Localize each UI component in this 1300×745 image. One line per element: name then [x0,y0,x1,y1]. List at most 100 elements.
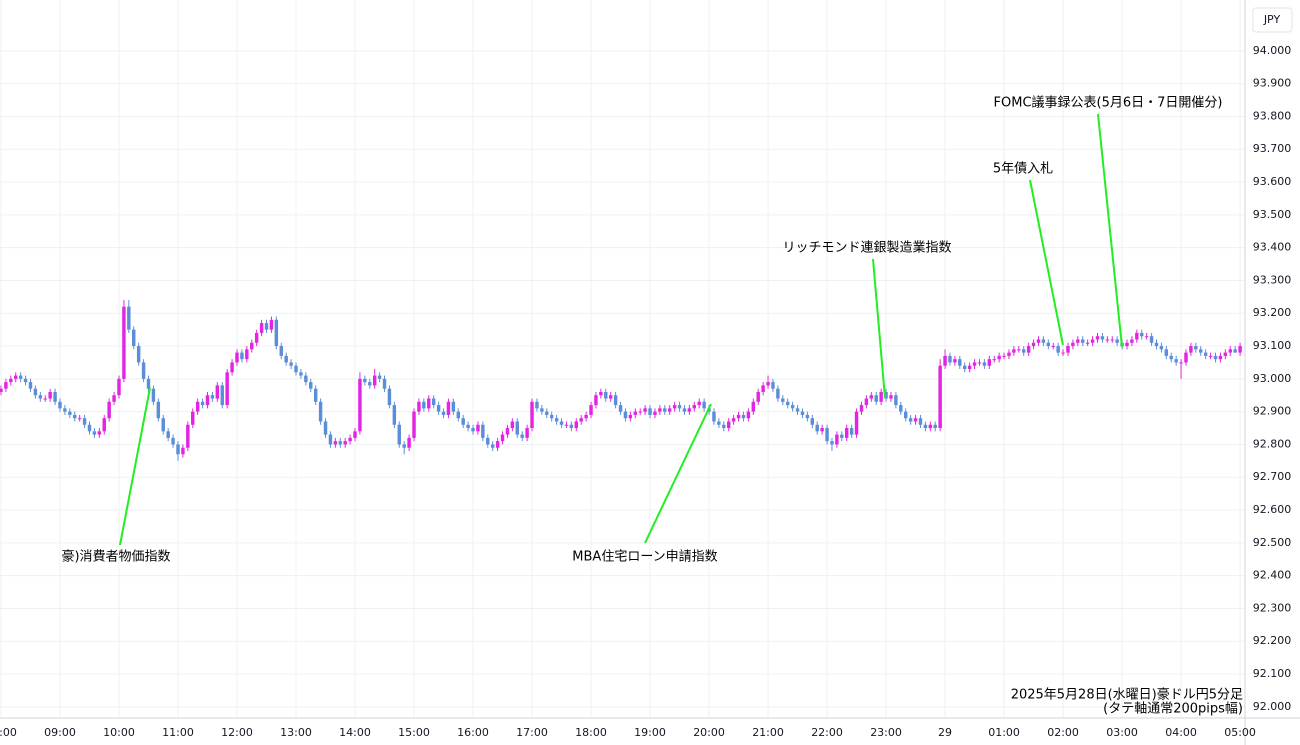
candle-body [4,382,8,389]
candle-body [14,375,18,379]
candle-body [1056,346,1060,353]
candle-body [58,401,62,409]
candle-body [628,414,633,419]
annotations: 豪)消費者物価指数 MBA住宅ローン申請指数 リッチモンド連銀製造業指数 5年債… [61,96,1222,565]
candle-body [741,414,746,419]
annotation-line [1097,113,1123,348]
candle-body [210,395,215,399]
annotation: MBA住宅ローン申請指数 [572,550,717,565]
x-tick-label: 01:00 [988,726,1020,739]
candle-body [977,362,982,364]
candle-body [1238,346,1242,353]
candle-body [377,375,382,379]
candle-body [530,401,534,429]
candle-body [1135,332,1139,340]
candle-body [746,411,751,419]
candle-body [136,346,141,363]
candle-body [289,362,293,366]
candle-body [830,441,834,445]
candle-body [68,411,72,415]
candle-body [766,382,770,386]
candle-body [785,401,790,406]
candle-body [132,329,136,347]
annotation: 豪)消費者物価指数 [61,549,170,565]
candle-body [284,355,288,363]
candle-body [372,375,377,386]
candle-body [953,359,957,363]
candle-body [215,385,220,399]
candle-body [1046,342,1051,347]
candle-body [1007,352,1011,356]
candle-body [304,375,308,383]
candle-body [63,408,67,412]
candle-body [1002,355,1006,357]
candle-body [559,421,564,425]
candle-body [102,418,106,432]
candle-body [338,441,342,445]
candle-body [1179,362,1183,364]
x-tick-label: 17:00 [516,726,548,739]
candle-body [874,395,878,402]
candle-body [963,365,967,370]
candle-body [992,359,996,361]
candle-body [564,424,569,426]
candle-body [1169,355,1173,360]
x-tick-label: 21:00 [752,726,784,739]
x-tick-label: 14:00 [339,726,371,739]
candle-body [363,378,367,383]
candle-body [402,444,406,448]
candle-body [495,441,500,448]
annotation-line [119,387,151,546]
x-tick-label: 03:00 [1106,726,1138,739]
candle-body [28,382,33,389]
candle-body [584,414,588,419]
candle-body [1199,349,1203,353]
y-tick-label: 92.400 [1253,569,1292,582]
candle-body [181,447,185,455]
candle-body [23,378,28,383]
candle-body [1144,336,1149,338]
candle-body [205,395,210,406]
annotation-line [1029,179,1064,346]
candle-body [618,405,623,412]
candle-body [958,359,962,366]
candle-body [687,408,692,412]
candle-body [569,424,574,429]
candle-body [648,408,652,415]
candle-body [781,398,785,402]
y-tick-label: 93.800 [1253,109,1292,122]
x-tick-label: 04:00 [1165,726,1197,739]
candle-body [392,405,397,425]
candle-body [717,421,721,425]
candle-body [731,418,736,422]
y-tick-label: 94.000 [1253,44,1292,57]
candle-body [328,434,333,445]
time-axis: 08:00 09:00 10:00 11:00 12:00 13:00 14:00 15:00… [0,726,1256,739]
candle-body [1208,355,1213,357]
candle-body [525,428,529,438]
candle-body [486,437,490,445]
candle-body [1154,342,1159,347]
candle-body [107,401,111,419]
y-tick-label: 93.900 [1253,77,1292,90]
candle-body [166,431,170,438]
candle-body [1081,339,1085,343]
candle-body [397,424,401,445]
candle-body [726,421,731,429]
candle-body [186,424,190,448]
candle-body [545,411,549,415]
candle-body [825,428,829,442]
candle-body [1194,346,1198,350]
candle-body [967,365,972,370]
candle-body [191,411,195,425]
candle-body [633,411,638,415]
candle-body [520,434,524,438]
candle-body [33,388,38,396]
candle-body [269,319,274,330]
candle-body [9,378,13,383]
candle-body [1149,336,1154,343]
candle-body [294,365,298,373]
candle-body [894,395,898,406]
candle-body [1125,342,1129,347]
currency-label: JPY [1263,13,1281,26]
